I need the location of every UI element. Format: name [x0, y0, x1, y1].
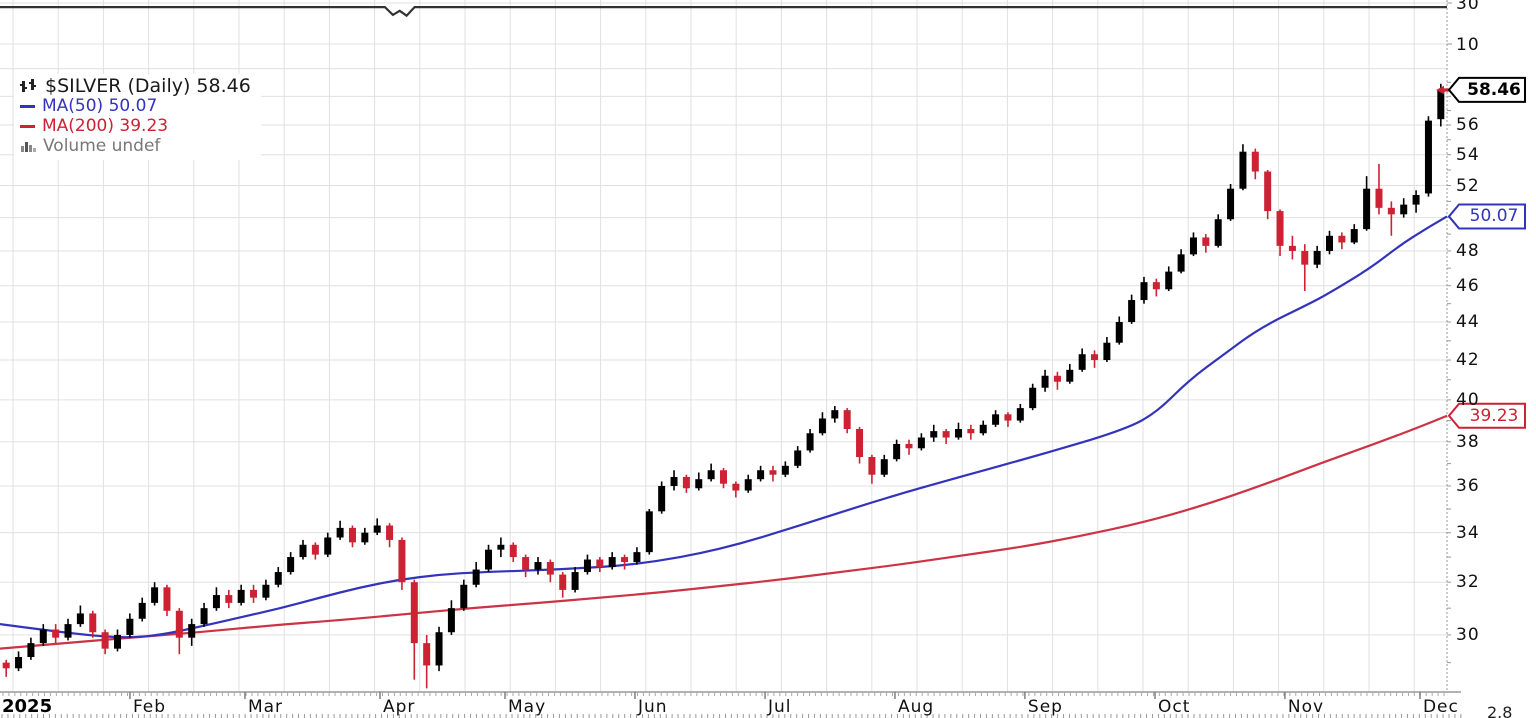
month-label-sep: Sep — [1027, 697, 1063, 717]
y-axis-label-40: 40 — [1456, 389, 1480, 410]
y-axis-label-36: 36 — [1456, 475, 1480, 496]
chart-legend: $SILVER (Daily) 58.46 MA(50) 50.07 MA(20… — [14, 74, 261, 160]
last-price-value: 58.46 — [1467, 79, 1521, 100]
y-axis-label-52: 52 — [1456, 175, 1480, 196]
upper-pane-label-30: 30 — [1456, 0, 1480, 14]
sharpchart-icon — [20, 79, 36, 92]
y-axis-label-32: 32 — [1456, 572, 1480, 593]
y-axis-label-38: 38 — [1456, 431, 1480, 452]
month-label-dec: Dec — [1422, 697, 1459, 717]
month-label-may: May — [508, 697, 547, 717]
legend-volume-row: Volume undef — [20, 136, 251, 156]
upper-pane-label-10: 10 — [1456, 35, 1480, 55]
year-label: 2025 — [2, 696, 53, 717]
legend-ma200-row: MA(200) 39.23 — [20, 116, 251, 136]
month-label-aug: Aug — [897, 697, 935, 717]
y-axis-label-44: 44 — [1456, 312, 1480, 333]
ma50-price-tag: 50.07 — [1449, 204, 1525, 228]
month-label-oct: Oct — [1157, 697, 1191, 717]
last-price-tag: 58.46 — [1449, 78, 1525, 102]
y-axis-label-46: 46 — [1456, 275, 1480, 296]
y-axis-label-56: 56 — [1456, 115, 1480, 135]
month-label-jun: Jun — [637, 697, 668, 717]
month-label-mar: Mar — [247, 697, 284, 717]
clipped-corner-text: 2.8 — [1487, 703, 1513, 718]
y-axis-label-54: 54 — [1456, 144, 1480, 165]
y-axis-label-48: 48 — [1456, 240, 1480, 261]
month-label-nov: Nov — [1287, 697, 1325, 717]
volume-bars-icon — [21, 142, 36, 152]
ma200-price-value: 39.23 — [1469, 405, 1519, 426]
y-axis-label-30: 30 — [1456, 624, 1480, 645]
ma50-label: MA(50) 50.07 — [42, 96, 158, 116]
legend-symbol-row: $SILVER (Daily) 58.46 — [20, 76, 251, 96]
ma200-price-tag: 39.23 — [1449, 404, 1525, 428]
month-label-apr: Apr — [382, 697, 416, 717]
month-label-feb: Feb — [132, 697, 167, 717]
ma200-label: MA(200) 39.23 — [42, 116, 169, 136]
y-axis-label-34: 34 — [1456, 522, 1480, 543]
volume-label: Volume undef — [43, 136, 161, 156]
y-axis-label-42: 42 — [1456, 350, 1480, 371]
legend-ma50-row: MA(50) 50.07 — [20, 96, 251, 116]
ma50-price-value: 50.07 — [1469, 206, 1519, 227]
symbol-title: $SILVER (Daily) 58.46 — [45, 75, 251, 97]
ma50-line-swatch — [20, 104, 35, 108]
ma200-line-swatch — [20, 124, 35, 128]
month-label-jul: Jul — [768, 697, 792, 717]
